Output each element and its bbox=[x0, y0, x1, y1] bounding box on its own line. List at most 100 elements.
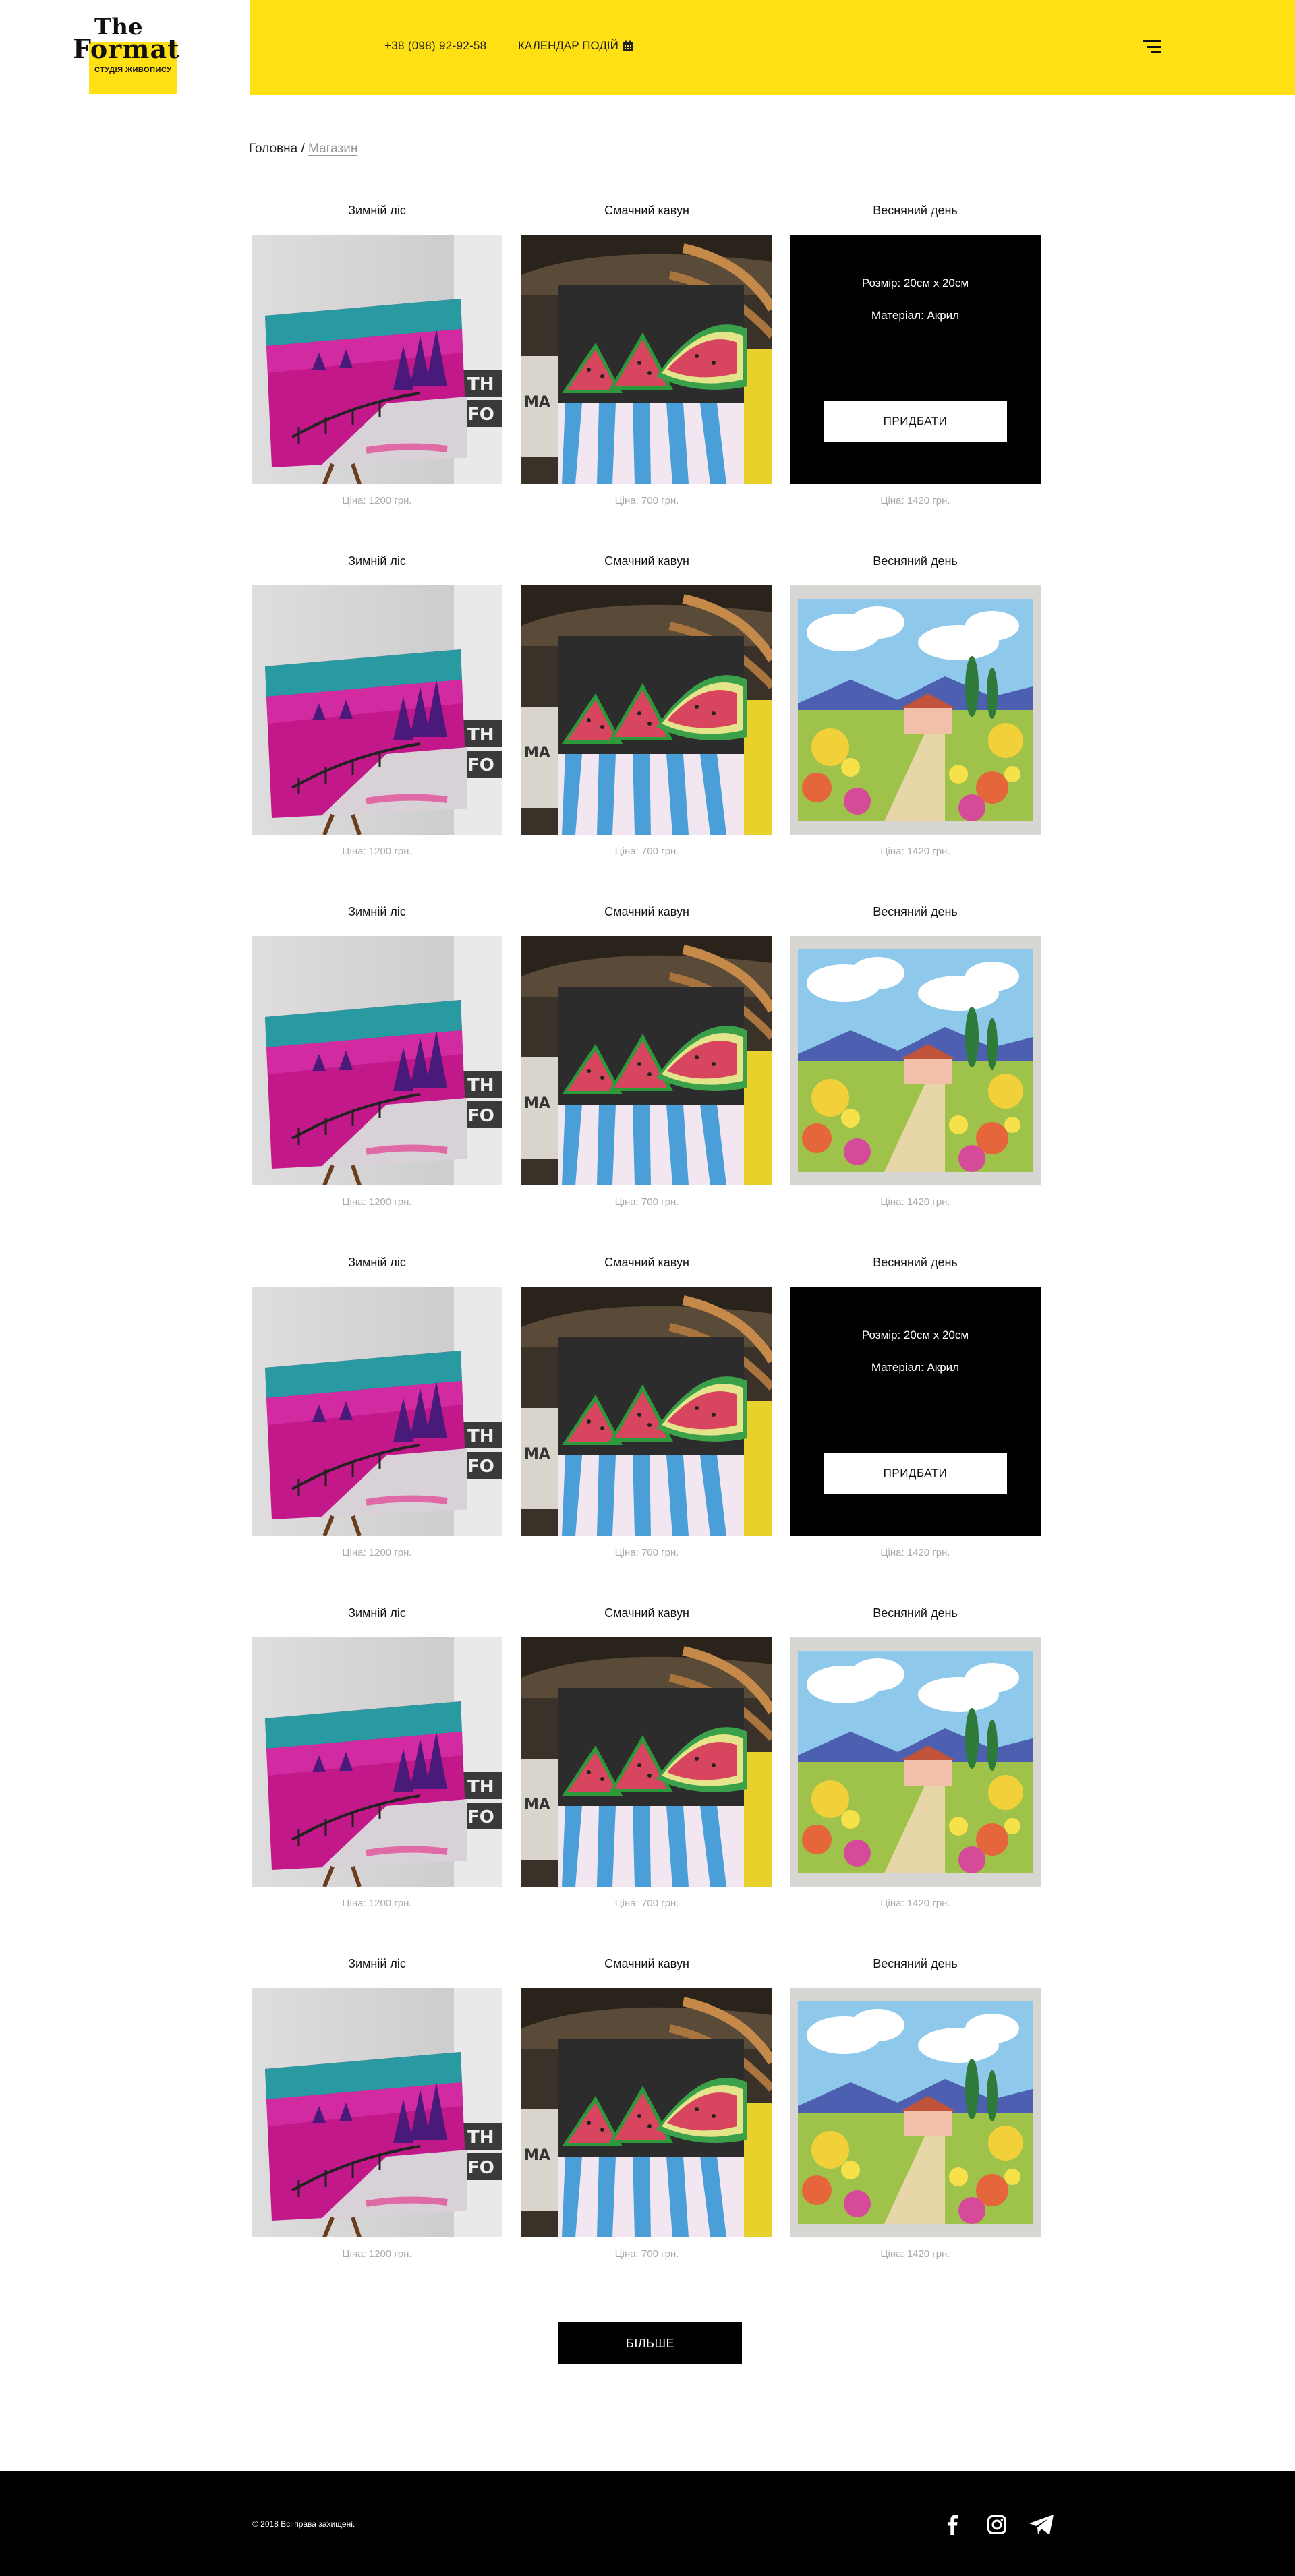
product-price: Ціна: 700 грн. bbox=[614, 1547, 679, 1558]
product-title[interactable]: Смачний кавун bbox=[604, 1957, 689, 1970]
buy-button[interactable]: ПРИДБАТИ bbox=[824, 1453, 1007, 1494]
svg-text:FO: FO bbox=[467, 1807, 494, 1827]
product-material: Матеріал: Акрил bbox=[871, 309, 960, 322]
logo-line-2: Format bbox=[73, 34, 180, 64]
winter-forest-painting[interactable]: TH FO bbox=[252, 936, 502, 1185]
product-price: Ціна: 1200 грн. bbox=[342, 846, 412, 857]
events-calendar-label: КАЛЕНДАР ПОДІЙ bbox=[518, 39, 618, 52]
product-title[interactable]: Смачний кавун bbox=[604, 1606, 689, 1620]
winter-forest-painting[interactable]: TH FO bbox=[252, 585, 502, 835]
product-card[interactable]: Зимній ліс TH FO bbox=[252, 1956, 502, 2273]
product-price: Ціна: 1200 грн. bbox=[342, 495, 412, 506]
product-price: Ціна: 1200 грн. bbox=[342, 1547, 412, 1558]
product-card[interactable]: Зимній ліс TH FO bbox=[252, 553, 502, 870]
load-more-button[interactable]: БІЛЬШЕ bbox=[558, 2322, 742, 2364]
product-price: Ціна: 1200 грн. bbox=[342, 1898, 412, 1909]
product-title[interactable]: Смачний кавун bbox=[604, 905, 689, 918]
product-price: Ціна: 1420 грн. bbox=[880, 1547, 950, 1558]
site-logo[interactable]: The Format СТУДІЯ ЖИВОПИСУ bbox=[73, 13, 180, 94]
product-price: Ціна: 700 грн. bbox=[614, 1196, 679, 1208]
product-card[interactable]: Смачний кавун MA bbox=[521, 202, 772, 519]
svg-text:TH: TH bbox=[467, 725, 494, 745]
product-row: Зимній ліс TH FO bbox=[252, 1605, 1042, 1956]
watermelon-painting[interactable]: MA bbox=[521, 585, 772, 835]
product-card[interactable]: Весняний день Розмір: 20см х 20см Матері… bbox=[790, 202, 1041, 519]
svg-text:FO: FO bbox=[467, 405, 494, 425]
product-card[interactable]: Зимній ліс TH FO bbox=[252, 1254, 502, 1571]
watermelon-painting[interactable]: MA bbox=[521, 1988, 772, 2237]
product-size: Розмір: 20см х 20см bbox=[861, 276, 969, 289]
product-card[interactable]: Зимній ліс TH FO bbox=[252, 1605, 502, 1922]
product-card[interactable]: Смачний кавун MA bbox=[521, 904, 772, 1221]
product-title[interactable]: Зимній ліс bbox=[348, 554, 406, 568]
product-title[interactable]: Весняний день bbox=[873, 1957, 958, 1970]
winter-forest-painting[interactable]: TH FO bbox=[252, 1988, 502, 2237]
watermelon-painting[interactable]: MA bbox=[521, 1637, 772, 1887]
events-calendar-link[interactable]: КАЛЕНДАР ПОДІЙ bbox=[518, 39, 633, 53]
svg-text:FO: FO bbox=[467, 755, 494, 775]
svg-text:FO: FO bbox=[467, 2158, 494, 2178]
product-title[interactable]: Весняний день bbox=[873, 554, 958, 568]
telegram-icon[interactable] bbox=[1028, 2511, 1055, 2538]
menu-line bbox=[1151, 51, 1161, 53]
product-card[interactable]: Смачний кавун MA bbox=[521, 553, 772, 870]
hamburger-menu-icon[interactable] bbox=[1143, 40, 1161, 54]
product-card[interactable]: Смачний кавун MA bbox=[521, 1605, 772, 1922]
product-title[interactable]: Весняний день bbox=[873, 1606, 958, 1620]
product-details-overlay: Розмір: 20см х 20см Матеріал: Акрил ПРИД… bbox=[790, 1287, 1041, 1536]
spring-day-painting[interactable] bbox=[790, 936, 1041, 1185]
product-title[interactable]: Смачний кавун bbox=[604, 204, 689, 217]
product-price: Ціна: 1420 грн. bbox=[880, 495, 950, 506]
watermelon-painting[interactable]: MA bbox=[521, 1287, 772, 1536]
product-title[interactable]: Зимній ліс bbox=[348, 905, 406, 918]
spring-day-painting[interactable] bbox=[790, 585, 1041, 835]
svg-text:TH: TH bbox=[467, 1777, 494, 1797]
product-title[interactable]: Весняний день bbox=[873, 905, 958, 918]
product-title[interactable]: Смачний кавун bbox=[604, 1256, 689, 1269]
product-row: Зимній ліс TH FO bbox=[252, 553, 1042, 904]
product-card[interactable]: Зимній ліс TH FO bbox=[252, 202, 502, 519]
facebook-icon[interactable] bbox=[939, 2511, 966, 2538]
product-grid: Зимній ліс TH FO bbox=[252, 202, 1042, 2306]
watermelon-painting[interactable]: MA bbox=[521, 235, 772, 484]
header-bar bbox=[250, 0, 1295, 95]
product-card[interactable]: Весняний день Розмір: 20см х 20см Матері… bbox=[790, 1254, 1041, 1571]
product-card[interactable]: Смачний кавун MA bbox=[521, 1254, 772, 1571]
product-title[interactable]: Весняний день bbox=[873, 204, 958, 217]
footer: © 2018 Всі права захищені. bbox=[0, 2471, 1295, 2576]
winter-forest-painting[interactable]: TH FO bbox=[252, 1637, 502, 1887]
breadcrumb-current[interactable]: Магазин bbox=[308, 142, 358, 156]
spring-day-painting[interactable]: Розмір: 20см х 20см Матеріал: Акрил ПРИД… bbox=[790, 1287, 1041, 1536]
product-title[interactable]: Весняний день bbox=[873, 1256, 958, 1269]
product-title[interactable]: Зимній ліс bbox=[348, 1957, 406, 1970]
menu-line bbox=[1147, 46, 1161, 48]
product-title[interactable]: Зимній ліс bbox=[348, 204, 406, 217]
svg-text:TH: TH bbox=[467, 2128, 494, 2148]
product-card[interactable]: Весняний день bbox=[790, 553, 1041, 870]
product-price: Ціна: 1420 грн. bbox=[880, 1898, 950, 1909]
product-title[interactable]: Зимній ліс bbox=[348, 1606, 406, 1620]
spring-day-painting[interactable] bbox=[790, 1637, 1041, 1887]
product-card[interactable]: Весняний день bbox=[790, 1605, 1041, 1922]
product-price: Ціна: 1200 грн. bbox=[342, 1196, 412, 1208]
logo-background bbox=[89, 42, 177, 94]
product-card[interactable]: Зимній ліс TH FO bbox=[252, 904, 502, 1221]
winter-forest-painting[interactable]: TH FO bbox=[252, 1287, 502, 1536]
watermelon-painting[interactable]: MA bbox=[521, 936, 772, 1185]
winter-forest-painting[interactable]: TH FO bbox=[252, 235, 502, 484]
product-card[interactable]: Смачний кавун MA bbox=[521, 1956, 772, 2273]
product-title[interactable]: Зимній ліс bbox=[348, 1256, 406, 1269]
buy-button[interactable]: ПРИДБАТИ bbox=[824, 401, 1007, 442]
svg-text:MA: MA bbox=[524, 2147, 550, 2164]
product-title[interactable]: Смачний кавун bbox=[604, 554, 689, 568]
product-card[interactable]: Весняний день bbox=[790, 904, 1041, 1221]
breadcrumb-home[interactable]: Головна bbox=[249, 142, 298, 156]
logo-line-1: The bbox=[94, 13, 143, 40]
calendar-icon bbox=[623, 40, 633, 51]
product-card[interactable]: Весняний день bbox=[790, 1956, 1041, 2273]
header-phone[interactable]: +38 (098) 92-92-58 bbox=[384, 39, 487, 52]
spring-day-painting[interactable]: Розмір: 20см х 20см Матеріал: Акрил ПРИД… bbox=[790, 235, 1041, 484]
spring-day-painting[interactable] bbox=[790, 1988, 1041, 2237]
product-size: Розмір: 20см х 20см bbox=[861, 1328, 969, 1341]
instagram-icon[interactable] bbox=[983, 2511, 1010, 2538]
